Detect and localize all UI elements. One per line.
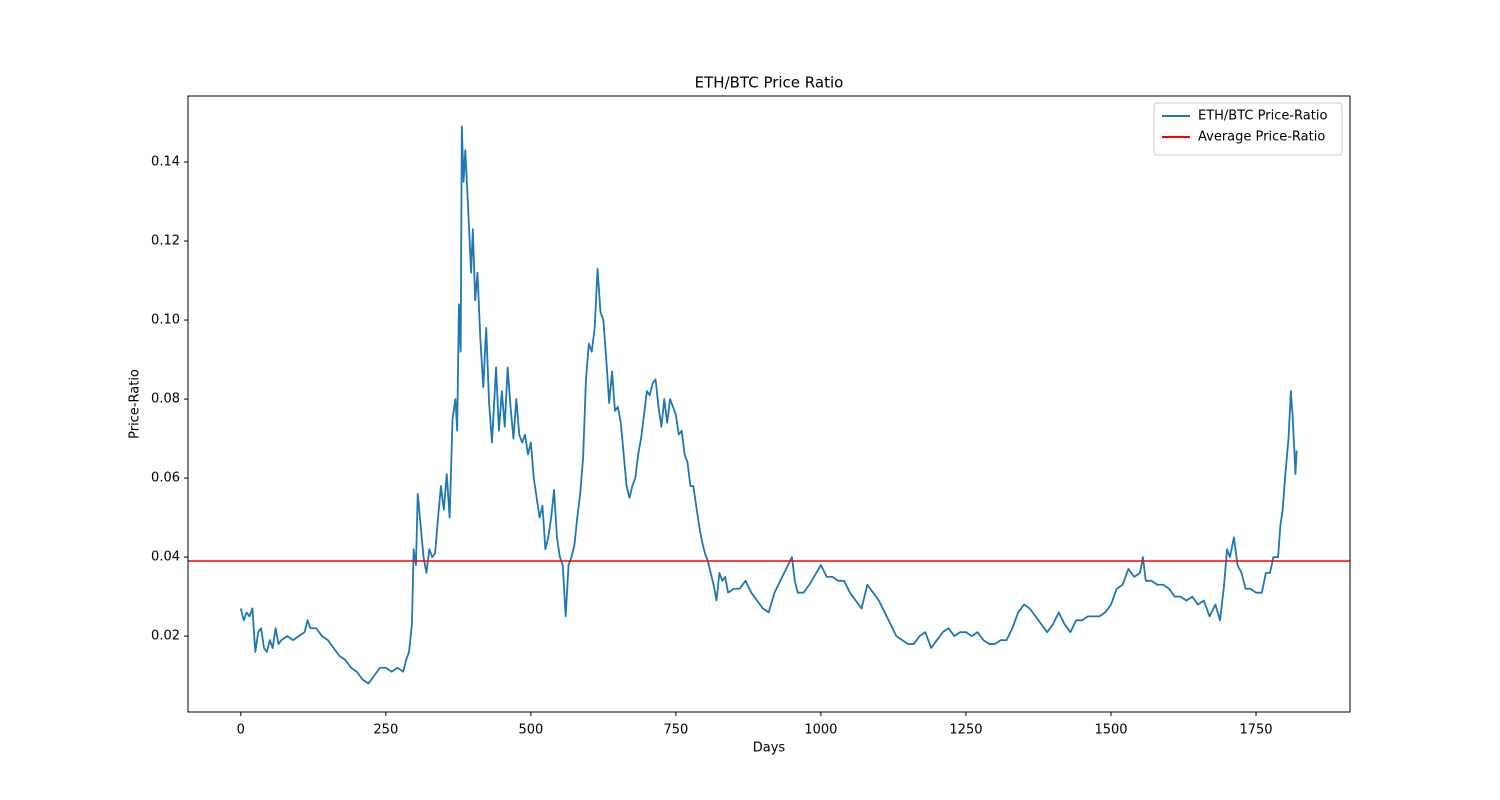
price-line	[239, 125, 1298, 685]
y-axis-label: Price-Ratio	[128, 369, 143, 439]
y-tick-label: 0.12	[151, 234, 180, 249]
y-tick-label: 0.04	[151, 550, 180, 565]
x-tick-label: 750	[663, 723, 688, 738]
x-tick-label: 500	[518, 723, 543, 738]
x-tick-label: 1000	[804, 723, 837, 738]
y-tick-label: 0.10	[151, 313, 180, 328]
legend-box	[1153, 102, 1343, 156]
plot-frame	[187, 95, 1351, 713]
legend-label: Average Price-Ratio	[1198, 130, 1325, 145]
chart-title: ETH/BTC Price Ratio	[695, 74, 844, 92]
x-tick-label: 1750	[1239, 723, 1272, 738]
y-tick-label: 0.02	[151, 629, 180, 644]
x-tick-label: 0	[237, 723, 245, 738]
x-tick-label: 1250	[949, 723, 982, 738]
y-tick-label: 0.06	[151, 471, 180, 486]
y-tick-label: 0.08	[151, 392, 180, 407]
x-tick-label: 250	[373, 723, 398, 738]
x-tick-label: 1500	[1094, 723, 1127, 738]
legend-label: ETH/BTC Price-Ratio	[1198, 109, 1327, 124]
y-tick-label: 0.14	[151, 154, 180, 169]
x-axis-label: Days	[753, 741, 786, 756]
